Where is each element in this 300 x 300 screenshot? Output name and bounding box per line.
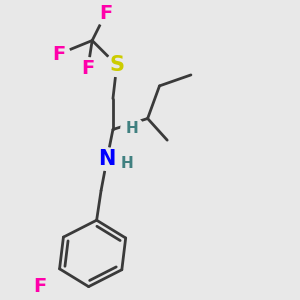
Circle shape [116, 153, 138, 175]
Circle shape [106, 54, 128, 76]
Circle shape [47, 43, 70, 65]
Text: N: N [98, 149, 116, 169]
Circle shape [121, 117, 143, 140]
Circle shape [76, 58, 99, 80]
Text: S: S [109, 55, 124, 75]
Text: F: F [52, 45, 65, 64]
Text: F: F [81, 59, 94, 79]
Text: F: F [34, 277, 47, 296]
Text: H: H [121, 156, 133, 171]
Circle shape [94, 3, 117, 25]
Circle shape [96, 148, 118, 170]
Text: F: F [99, 4, 112, 23]
Circle shape [29, 275, 52, 298]
Text: H: H [126, 121, 139, 136]
